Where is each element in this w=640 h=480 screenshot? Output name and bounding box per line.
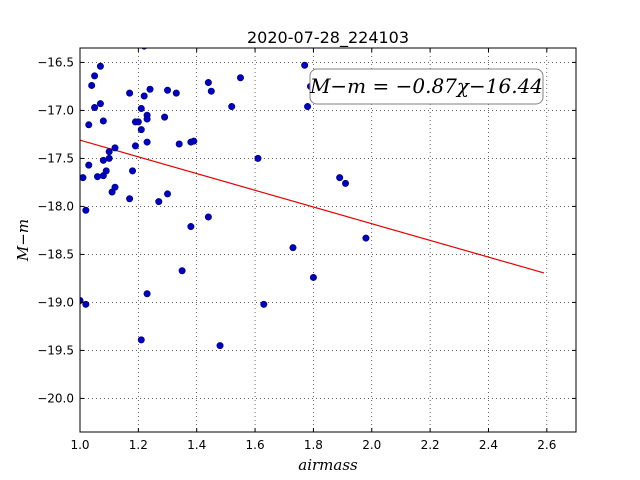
x-tick-label: 2.4 bbox=[479, 438, 498, 452]
data-point bbox=[143, 138, 151, 146]
x-tick-label: 1.4 bbox=[187, 438, 206, 452]
annotation-text: M−m = −0.87χ−16.44 bbox=[309, 74, 543, 98]
y-tick-label: −17.0 bbox=[37, 103, 74, 117]
y-tick-label: −19.5 bbox=[37, 343, 74, 357]
x-tick-label: 1.0 bbox=[70, 438, 89, 452]
data-point bbox=[236, 74, 244, 82]
x-tick-label: 1.6 bbox=[246, 438, 265, 452]
data-point bbox=[187, 223, 195, 231]
data-point bbox=[88, 81, 96, 89]
data-point bbox=[80, 174, 87, 182]
data-point bbox=[105, 154, 113, 162]
data-point bbox=[143, 115, 151, 123]
data-point bbox=[301, 61, 309, 69]
data-point bbox=[172, 89, 180, 97]
data-point bbox=[164, 86, 172, 94]
x-tick-label: 2.2 bbox=[421, 438, 440, 452]
data-point bbox=[260, 300, 268, 308]
data-point bbox=[126, 89, 134, 97]
y-tick-label: −18.5 bbox=[37, 247, 74, 261]
data-point bbox=[131, 142, 139, 150]
data-point bbox=[336, 174, 344, 182]
data-point bbox=[96, 100, 104, 108]
data-point bbox=[204, 79, 212, 87]
data-point bbox=[94, 173, 102, 181]
data-point bbox=[216, 342, 224, 350]
data-point bbox=[105, 148, 113, 156]
x-tick-label: 1.2 bbox=[129, 438, 148, 452]
data-point bbox=[82, 206, 90, 214]
fit-line bbox=[80, 139, 545, 274]
data-point bbox=[137, 336, 145, 344]
chart-title: 2020-07-28_224103 bbox=[247, 28, 409, 48]
data-point bbox=[129, 167, 137, 175]
data-point bbox=[137, 104, 145, 112]
y-tick-label: −19.0 bbox=[37, 295, 74, 309]
x-tick-label: 1.8 bbox=[304, 438, 323, 452]
points-layer bbox=[80, 48, 370, 350]
y-tick-label: −17.5 bbox=[37, 151, 74, 165]
data-point bbox=[91, 104, 99, 112]
x-axis-label: airmass bbox=[298, 456, 358, 474]
fit-line-layer bbox=[80, 139, 545, 274]
data-point bbox=[304, 103, 312, 111]
data-point bbox=[91, 72, 99, 80]
data-point bbox=[178, 267, 186, 275]
data-point bbox=[99, 117, 107, 125]
y-tick-label: −20.0 bbox=[37, 391, 74, 405]
data-point bbox=[111, 144, 119, 152]
y-tick-label: −18.0 bbox=[37, 199, 74, 213]
data-point bbox=[362, 234, 370, 242]
data-point bbox=[96, 62, 104, 70]
data-point bbox=[309, 273, 317, 281]
data-point bbox=[99, 156, 107, 164]
y-axis-label: M−m bbox=[14, 219, 32, 262]
data-point bbox=[126, 195, 134, 203]
data-point bbox=[85, 161, 93, 169]
data-point bbox=[137, 126, 145, 134]
data-point bbox=[85, 121, 93, 129]
data-point bbox=[140, 92, 148, 100]
data-point bbox=[254, 154, 262, 162]
data-point bbox=[204, 213, 212, 221]
data-point bbox=[102, 167, 110, 175]
x-tick-label: 2.6 bbox=[537, 438, 556, 452]
data-point bbox=[289, 244, 297, 252]
y-tick-labels: −16.5 −17.0 −17.5 −18.0 −18.5 −19.0 −19.5 −20.0 bbox=[37, 55, 74, 405]
data-point bbox=[143, 290, 151, 298]
data-point bbox=[82, 300, 90, 308]
plot-frame bbox=[79, 47, 577, 433]
annotation-box bbox=[309, 68, 544, 105]
grid bbox=[79, 48, 576, 432]
data-point bbox=[164, 190, 172, 198]
data-point bbox=[146, 85, 154, 93]
x-tick-labels: 1.0 1.2 1.4 1.6 1.8 2.0 2.2 2.4 2.6 bbox=[70, 438, 556, 452]
data-point bbox=[155, 198, 163, 206]
data-point bbox=[175, 140, 183, 148]
data-point bbox=[342, 179, 350, 187]
data-point bbox=[190, 137, 198, 145]
data-point bbox=[207, 87, 215, 95]
data-point bbox=[161, 113, 169, 121]
data-point bbox=[111, 183, 119, 191]
plot-area bbox=[80, 48, 576, 432]
x-tick-label: 2.0 bbox=[362, 438, 381, 452]
axis-ticks bbox=[79, 48, 576, 432]
y-tick-label: −16.5 bbox=[37, 55, 74, 69]
fit-annotation: M−m = −0.87χ−16.44 bbox=[309, 68, 544, 105]
data-point bbox=[134, 118, 142, 126]
data-point bbox=[228, 103, 236, 111]
